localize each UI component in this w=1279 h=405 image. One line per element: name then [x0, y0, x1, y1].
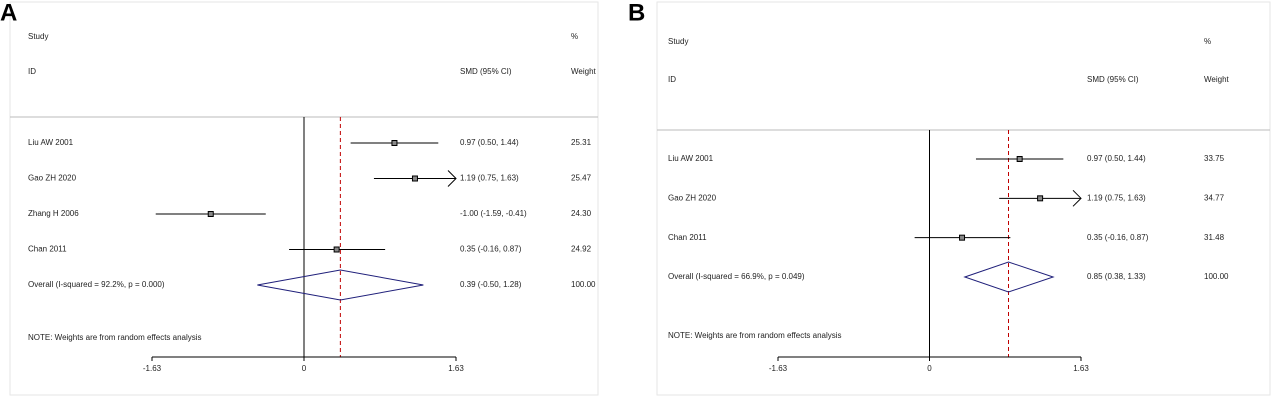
study-square	[1037, 195, 1044, 202]
overall-weight-label: 100.00	[571, 280, 596, 289]
header-weight: Weight	[571, 67, 597, 76]
panel-label: B	[628, 0, 645, 26]
overall-label: Overall (I-squared = 66.9%, p = 0.049)	[668, 272, 805, 281]
study-square	[333, 246, 340, 253]
ci-label: 0.35 (-0.16, 0.87)	[1087, 233, 1149, 242]
panel-label: A	[0, 0, 17, 26]
study-label: Zhang H 2006	[28, 209, 79, 218]
note: NOTE: Weights are from random effects an…	[28, 333, 202, 342]
ci-label: 1.19 (0.75, 1.63)	[1087, 193, 1146, 202]
study-square	[411, 175, 418, 182]
study-label: Liu AW 2001	[668, 154, 714, 163]
study-label: Gao ZH 2020	[668, 193, 717, 202]
ci-label: 1.19 (0.75, 1.63)	[460, 174, 519, 183]
ci-label: 0.97 (0.50, 1.44)	[460, 138, 519, 147]
header-weight: Weight	[1204, 75, 1230, 84]
ci-arrow	[1072, 189, 1082, 207]
weight-label: 33.75	[1204, 154, 1225, 163]
x-tick-label: -1.63	[769, 364, 788, 373]
overall-weight-label: 100.00	[1204, 272, 1229, 281]
panel: B Study ID SMD (95% CI)% Weight -1.63 0 1.63 Liu…	[628, 0, 1271, 396]
study-label: Liu AW 2001	[28, 138, 74, 147]
x-tick-label: 1.63	[448, 364, 464, 373]
x-tick-label: 0	[302, 364, 307, 373]
overall-ci-label: 0.85 (0.38, 1.33)	[1087, 272, 1146, 281]
study-label: Gao ZH 2020	[28, 174, 77, 183]
study-square	[391, 140, 398, 146]
header-pct: %	[571, 32, 578, 41]
panel-frame	[9, 1, 599, 396]
header-id: ID	[668, 75, 676, 84]
ci-arrow	[447, 170, 457, 187]
header-study: Study	[668, 37, 688, 46]
ci-label: -1.00 (-1.59, -0.41)	[460, 209, 527, 218]
header-study: Study	[28, 32, 48, 41]
overall-diamond	[257, 269, 424, 301]
ci-label: 0.97 (0.50, 1.44)	[1087, 154, 1146, 163]
weight-label: 24.92	[571, 245, 592, 254]
weight-label: 24.30	[571, 209, 592, 218]
header-id: ID	[28, 67, 36, 76]
study-label: Chan 2011	[668, 233, 707, 242]
header-effect: SMD (95% CI)	[1087, 75, 1139, 84]
overall-ci-label: 0.39 (-0.50, 1.28)	[460, 280, 522, 289]
weight-label: 25.47	[571, 174, 592, 183]
study-square	[207, 211, 214, 217]
x-tick-label: -1.63	[143, 364, 162, 373]
study-square	[959, 234, 966, 241]
panel-frame	[656, 1, 1271, 396]
header-effect: SMD (95% CI)	[460, 67, 512, 76]
weight-label: 25.31	[571, 138, 592, 147]
study-square	[1016, 156, 1023, 162]
overall-label: Overall (I-squared = 92.2%, p = 0.000)	[28, 280, 165, 289]
panel: A Study ID SMD (95% CI)% Weight -1.63 0 1.63 Liu…	[0, 0, 599, 396]
note: NOTE: Weights are from random effects an…	[668, 331, 842, 340]
x-tick-label: 0	[927, 364, 932, 373]
ci-label: 0.35 (-0.16, 0.87)	[460, 245, 522, 254]
x-tick-label: 1.63	[1073, 364, 1089, 373]
overall-diamond	[963, 261, 1055, 293]
study-label: Chan 2011	[28, 245, 67, 254]
header-pct: %	[1204, 37, 1211, 46]
weight-label: 34.77	[1204, 193, 1225, 202]
weight-label: 31.48	[1204, 233, 1225, 242]
